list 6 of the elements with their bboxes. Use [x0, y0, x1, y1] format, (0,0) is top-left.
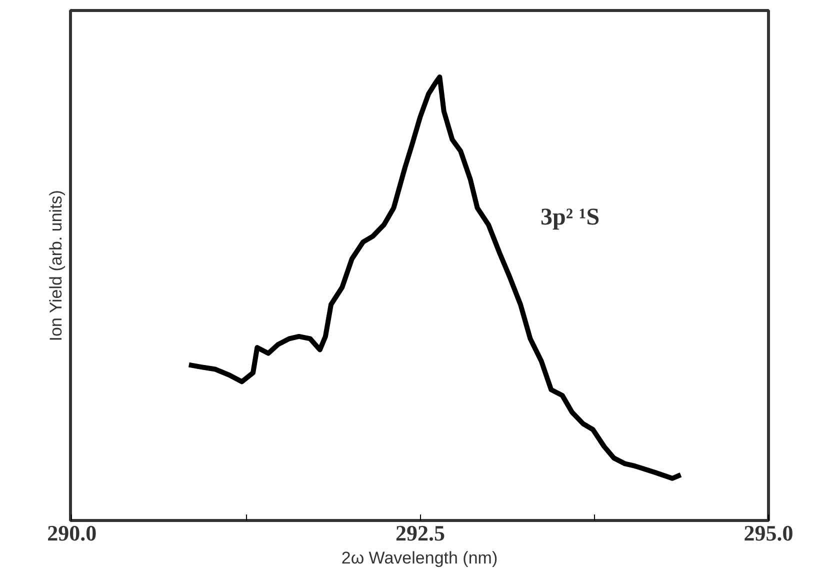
y-axis-title: Ion Yield (arb. units) — [46, 190, 66, 342]
x-tick-label: 295.0 — [744, 520, 794, 546]
x-tick-label: 292.5 — [395, 520, 445, 546]
x-axis-title: 2ω Wavelength (nm) — [341, 548, 498, 568]
x-tick-label: 290.0 — [47, 520, 97, 546]
annotation: 3p² ¹S — [540, 204, 600, 230]
